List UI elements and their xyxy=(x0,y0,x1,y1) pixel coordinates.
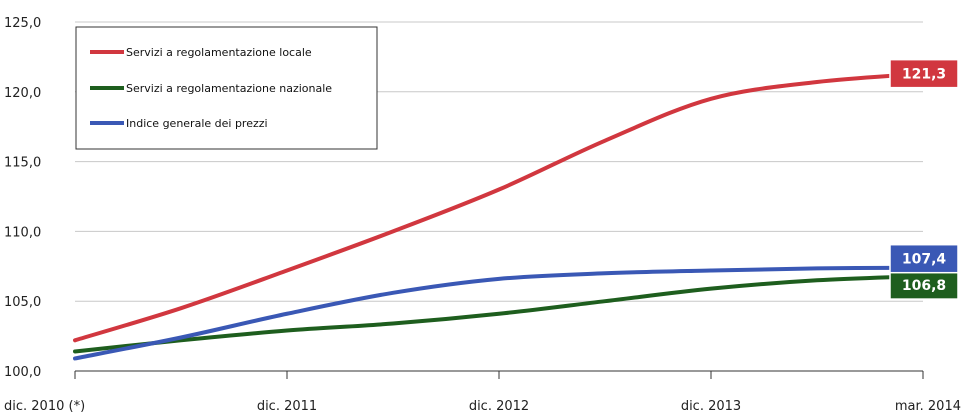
value-badge-nazionale: 106,8 xyxy=(889,270,959,300)
legend-label-nazionale: Servizi a regolamentazione nazionale xyxy=(126,82,332,95)
value-badge-indice-label: 107,4 xyxy=(902,252,947,268)
y-tick-label: 110,0 xyxy=(4,225,41,240)
legend-item-locale: Servizi a regolamentazione locale xyxy=(90,46,312,59)
series-line-indice xyxy=(73,265,925,361)
value-badge-indice-box xyxy=(889,243,959,274)
legend-item-indice: Indice generale dei prezzi xyxy=(90,117,268,130)
axis-layer: 100,0 105,0 110,0 115,0 120,0 125,0 dic. 2010 … xyxy=(4,16,961,414)
y-tick-label: 125,0 xyxy=(4,16,41,31)
value-badge-locale-label: 121,3 xyxy=(902,67,946,83)
value-badge-indice: 107,4 xyxy=(889,243,959,274)
value-badges: 121,3 106,8 107,4 xyxy=(889,58,959,300)
value-badge-locale: 121,3 xyxy=(889,58,959,89)
y-tick-label: 100,0 xyxy=(4,365,41,380)
series-line-locale xyxy=(73,71,925,343)
value-badge-nazionale-label: 106,8 xyxy=(902,278,946,294)
legend-item-nazionale: Servizi a regolamentazione nazionale xyxy=(90,82,332,95)
legend: Servizi a regolamentazione locale Serviz… xyxy=(75,26,378,150)
x-tick-label: dic. 2012 xyxy=(469,399,529,414)
x-tick-label: dic. 2010 (*) xyxy=(4,399,85,414)
series-layer xyxy=(73,71,925,361)
x-tick-label: mar. 2014 xyxy=(895,399,961,414)
legend-label-locale: Servizi a regolamentazione locale xyxy=(126,46,312,59)
y-tick-label: 120,0 xyxy=(4,86,41,101)
legend-label-indice: Indice generale dei prezzi xyxy=(126,117,268,130)
legend-box xyxy=(75,26,378,150)
value-badge-nazionale-box xyxy=(889,270,959,300)
y-tick-label: 105,0 xyxy=(4,295,41,310)
x-tick-label: dic. 2013 xyxy=(681,399,741,414)
series-line-nazionale xyxy=(73,274,925,354)
x-tick-label: dic. 2011 xyxy=(257,399,317,414)
value-badge-locale-box xyxy=(889,58,959,89)
y-tick-label: 115,0 xyxy=(4,156,41,171)
